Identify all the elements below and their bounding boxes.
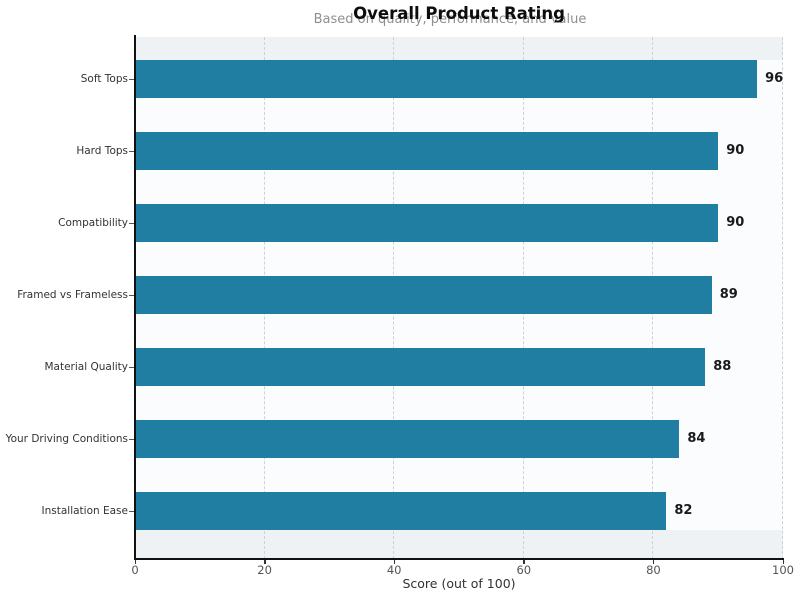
x-axis-title: Score (out of 100) — [402, 576, 516, 591]
y-tick-label: Soft Tops — [80, 73, 128, 85]
y-tick-mark — [129, 510, 134, 512]
y-tick-label: Material Quality — [44, 361, 128, 373]
bar-soft-tops — [135, 60, 758, 98]
x-tick-mark — [782, 560, 784, 564]
y-tick-label: Installation Ease — [41, 505, 129, 517]
y-tick-mark — [129, 78, 134, 80]
bar-your-driving-conditions — [135, 420, 680, 458]
y-axis-spine — [134, 35, 136, 559]
bar-value-label: 84 — [687, 431, 706, 446]
x-tick-label: 40 — [386, 563, 402, 577]
chart-subtitle: Based on quality, performance, and value — [313, 12, 587, 27]
x-tick-mark — [652, 560, 655, 564]
bar-framed-vs-frameless — [135, 276, 712, 314]
y-tick-mark — [129, 222, 134, 224]
x-tick-mark — [134, 560, 136, 564]
y-tick-mark — [129, 150, 134, 152]
chart-title: Overall Product Rating — [353, 4, 565, 23]
y-tick-mark — [129, 438, 134, 440]
y-tick-mark — [129, 366, 134, 368]
y-tick-label: Compatibility — [58, 217, 128, 229]
x-tick-label: 20 — [257, 563, 272, 577]
x-tick-label: 60 — [516, 563, 532, 577]
y-tick-label: Framed vs Frameless — [17, 289, 128, 301]
bar-value-label: 90 — [726, 143, 745, 158]
x-tick-label: 80 — [646, 563, 661, 577]
x-tick-mark — [393, 560, 396, 564]
bar-value-label: 96 — [765, 71, 784, 86]
bar-value-label: 89 — [719, 287, 738, 302]
bar-value-label: 82 — [674, 503, 693, 518]
y-tick-label: Hard Tops — [76, 145, 128, 157]
x-tick-label: 100 — [772, 563, 794, 577]
x-tick-mark — [523, 560, 525, 564]
x-axis-spine — [134, 558, 784, 560]
plot-area — [135, 37, 783, 559]
y-tick-mark — [129, 294, 134, 296]
bar-value-label: 88 — [713, 359, 732, 374]
y-tick-label: Your Driving Conditions — [5, 433, 128, 445]
gridline-x100 — [782, 37, 783, 559]
x-tick-label: 0 — [131, 563, 139, 577]
bar-value-label: 90 — [726, 215, 745, 230]
bar-compatibility — [135, 204, 719, 242]
x-tick-mark — [264, 560, 266, 564]
bar-material-quality — [135, 348, 706, 386]
bar-hard-tops — [135, 132, 719, 170]
bar-installation-ease — [135, 492, 667, 530]
